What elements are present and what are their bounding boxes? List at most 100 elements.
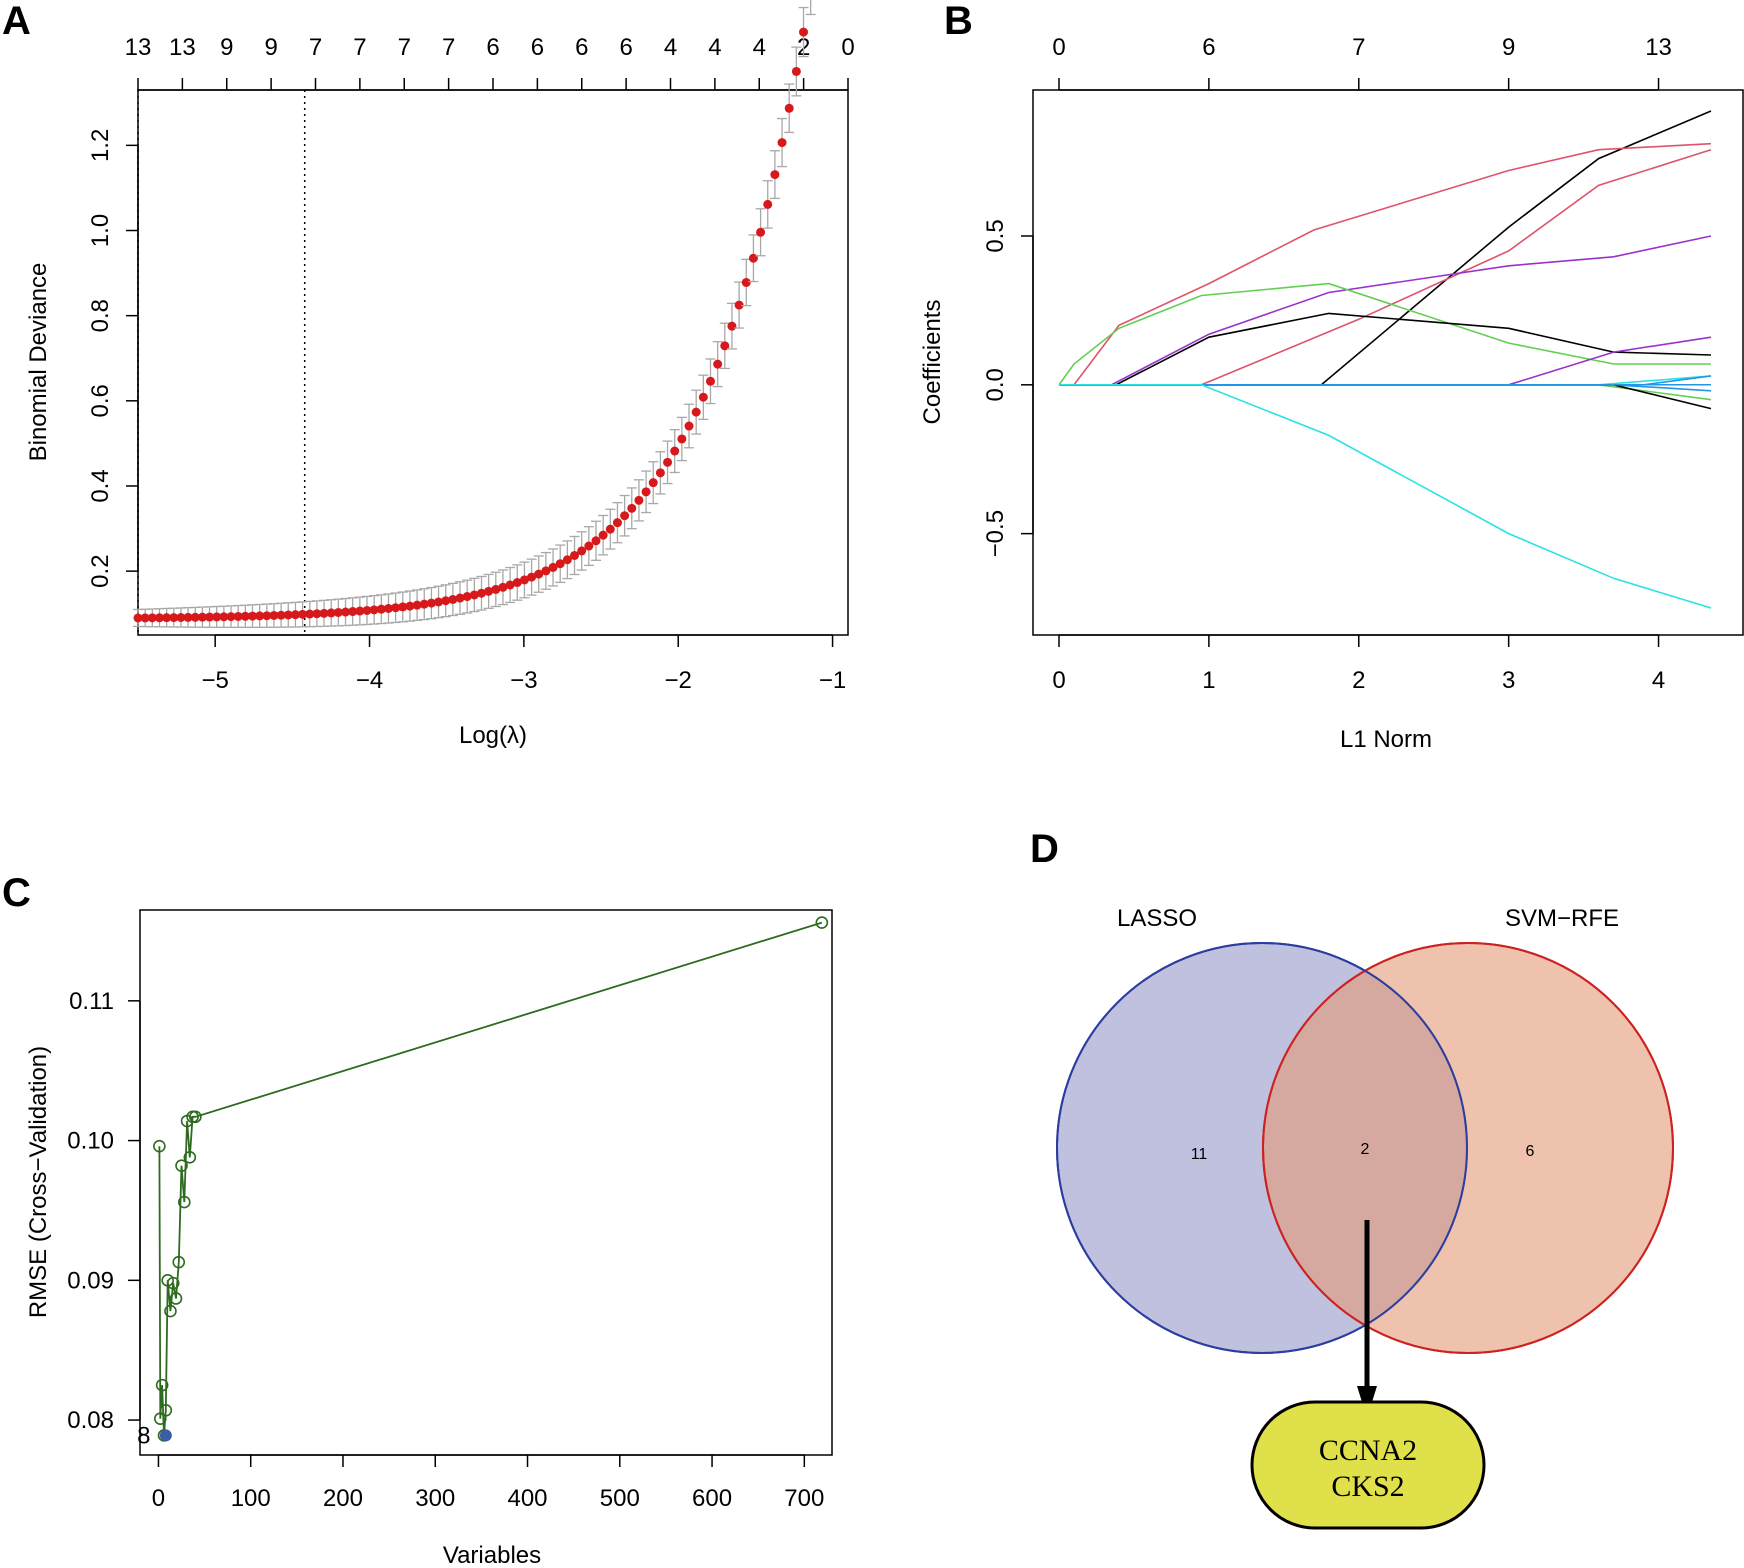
panel-c-y-tick-label: 0.10	[67, 1128, 114, 1155]
panel-a-point	[434, 597, 444, 607]
panel-c-rmse-plot: 0 100 200 300 400 500 600 700 0.08 0.09 0.10 0.11 8…	[25, 909, 833, 1568]
panel-a-point	[777, 138, 787, 148]
panel-a-point	[462, 592, 472, 602]
venn-circle-lasso-outline	[1056, 942, 1468, 1354]
panel-a-point	[362, 605, 372, 615]
panel-c-x-tick-label: 100	[231, 1485, 271, 1512]
panel-a-point	[577, 546, 587, 556]
panel-a-top-tick-label: 7	[353, 34, 366, 61]
panel-c-rmse-line	[158, 921, 823, 1436]
panel-a-point	[713, 359, 723, 369]
panel-b-y-tick-label: 0.0	[982, 368, 1009, 401]
panel-a-point	[627, 503, 637, 513]
panel-b-x-tick-label: 4	[1652, 667, 1665, 694]
panel-a-point	[448, 594, 458, 604]
panel-a-top-tick-label: 13	[169, 34, 196, 61]
panel-b-coef-path	[1059, 383, 1712, 609]
panel-a-x-tick-label: −2	[665, 667, 692, 694]
panel-label-b: B	[944, 0, 973, 43]
panel-a-point	[441, 596, 451, 606]
panel-a-point	[219, 612, 229, 622]
panel-a-point	[412, 600, 422, 610]
panel-a-point	[247, 611, 257, 621]
panel-a-top-tick-label: 9	[220, 34, 233, 61]
panel-a-point	[527, 572, 537, 582]
panel-a-point	[469, 590, 479, 600]
panel-a-y-tick-label: 1.2	[87, 129, 114, 162]
panel-b-y-tick-label: −0.5	[982, 510, 1009, 557]
panel-label-a: A	[2, 0, 31, 43]
panel-c-point	[175, 1159, 188, 1173]
panel-a-point	[741, 277, 751, 287]
panel-c-point	[169, 1292, 183, 1305]
panel-a-point	[791, 66, 801, 76]
panel-c-best-point	[159, 1429, 172, 1442]
panel-a-point	[756, 227, 766, 237]
panel-a-point	[498, 582, 508, 592]
panel-b-coef-path	[1059, 110, 1712, 386]
panel-a-top-tick-label: 4	[664, 34, 677, 61]
panel-b-x-tick-label: 3	[1502, 667, 1515, 694]
panel-a-x-tick-label: −3	[510, 667, 537, 694]
panel-a-point	[641, 487, 651, 497]
panel-a-top-tick-label: 7	[442, 34, 455, 61]
panel-a-point	[305, 609, 315, 619]
panel-c-y-title: RMSE (Cross−Validation)	[25, 1046, 52, 1318]
panel-b-coef-path	[1059, 312, 1712, 386]
panel-a-point	[240, 611, 250, 621]
panel-a-point	[584, 541, 594, 551]
panel-b-coef-path	[1059, 375, 1712, 386]
panel-b-y-title: Coefficients	[919, 300, 946, 425]
panel-a-y-tick-label: 1.0	[87, 214, 114, 247]
panel-b-coef-path	[1059, 383, 1712, 392]
panel-a-y-tick-label: 0.2	[87, 554, 114, 587]
panel-b-coefficient-path: 0 1 2 3 4 −0.5 0.0 0.5 0 6 7 9 13 L1 Norm Coefficien…	[919, 34, 1744, 753]
panel-b-coef-path	[1059, 375, 1712, 386]
panel-c-marks: 8	[137, 916, 829, 1449]
panel-c-x-tick-label: 500	[600, 1485, 640, 1512]
panel-a-point	[169, 613, 179, 623]
panel-a-point	[727, 321, 737, 331]
panel-a-point	[784, 103, 794, 113]
panel-a-point	[570, 550, 580, 560]
panel-b-top-tick-label: 13	[1645, 34, 1672, 61]
panel-a-point	[598, 530, 608, 540]
panel-a-point	[605, 524, 615, 534]
panel-b-coef-path	[1059, 383, 1712, 410]
panel-c-point	[183, 1151, 197, 1164]
panel-a-frame	[137, 89, 849, 636]
panel-b-axes: 0 1 2 3 4 −0.5 0.0 0.5 0 6 7 9 13	[982, 34, 1672, 694]
panel-a-point	[262, 611, 272, 621]
panel-a-point	[534, 569, 544, 579]
panel-b-x-tick-label: 0	[1052, 667, 1065, 694]
panel-label-c: C	[2, 871, 31, 915]
panel-b-x-title: L1 Norm	[1340, 726, 1432, 753]
panel-a-y-tick-label: 0.6	[87, 384, 114, 417]
panel-a-point	[555, 559, 565, 569]
panel-a-point	[355, 606, 365, 616]
panel-c-point	[159, 1403, 173, 1417]
panel-a-point	[491, 584, 501, 594]
panel-a-point	[333, 607, 343, 617]
panel-b-marks	[1058, 110, 1712, 609]
venn-count-lasso-only: 11	[1191, 1146, 1208, 1163]
venn-title-lasso: LASSO	[1117, 905, 1197, 932]
panel-a-y-title: Binomial Deviance	[25, 263, 52, 462]
panel-a-point	[705, 376, 715, 386]
panel-a-x-tick-label: −1	[819, 667, 846, 694]
panel-c-best-label: 8	[137, 1422, 150, 1449]
panel-b-frame	[1032, 89, 1744, 636]
panel-a-top-tick-label: 4	[753, 34, 766, 61]
panel-c-x-tick-label: 700	[784, 1485, 824, 1512]
panel-a-point	[476, 588, 486, 598]
panel-a-point	[484, 586, 494, 596]
panel-c-x-title: Variables	[443, 1542, 541, 1568]
panel-label-d: D	[1030, 827, 1059, 871]
panel-a-point	[176, 612, 186, 622]
panel-c-axes: 0 100 200 300 400 500 600 700 0.08 0.09 0.10 0.11	[67, 988, 824, 1512]
panel-a-point	[562, 555, 572, 565]
panel-a-point	[348, 607, 358, 617]
venn-count-overlap: 2	[1361, 1141, 1370, 1158]
panel-a-y-tick-label: 0.4	[87, 469, 114, 502]
panel-c-x-tick-label: 200	[323, 1485, 363, 1512]
